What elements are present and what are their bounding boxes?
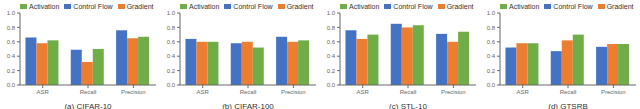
svg-text:1.0: 1.0 [8, 10, 16, 16]
svg-text:ASR: ASR [196, 89, 209, 95]
svg-text:0.2: 0.2 [167, 68, 176, 74]
html-text:Gradient: Gradient [286, 3, 314, 10]
svg-text:(d) GTSRB: (d) GTSRB [548, 102, 588, 109]
svg-text:1.0: 1.0 [487, 10, 496, 16]
svg-text:Precision: Precision [281, 89, 306, 95]
svg-text:0.2: 0.2 [487, 68, 496, 74]
html-text:Activation: Activation [509, 3, 540, 10]
svg-text:0.0: 0.0 [8, 82, 16, 88]
html-text:Activation: Activation [349, 3, 380, 10]
html-text:Activation: Activation [189, 3, 220, 10]
svg-text:ASR: ASR [356, 89, 369, 95]
svg-text:0.0: 0.0 [327, 82, 336, 88]
svg-text:0.8: 0.8 [8, 25, 16, 31]
svg-text:1.0: 1.0 [327, 10, 336, 16]
svg-text:0.4: 0.4 [8, 53, 16, 59]
svg-text:(a) CIFAR-10: (a) CIFAR-10 [64, 102, 112, 109]
html-text:Control Flow: Control Flow [73, 3, 113, 10]
html-text:Control Flow: Control Flow [553, 3, 593, 10]
svg-text:1.0: 1.0 [167, 10, 176, 16]
svg-text:0.6: 0.6 [327, 39, 336, 45]
svg-text:0.8: 0.8 [487, 25, 496, 31]
html-text:Gradient: Gradient [126, 3, 154, 10]
svg-text:Recall: Recall [80, 89, 97, 95]
svg-text:0.6: 0.6 [487, 39, 496, 45]
svg-text:0.6: 0.6 [167, 39, 176, 45]
svg-text:ASR: ASR [516, 89, 529, 95]
svg-text:0.4: 0.4 [487, 53, 496, 59]
svg-text:0.8: 0.8 [327, 25, 336, 31]
svg-text:(c) STL-10: (c) STL-10 [389, 102, 427, 109]
html-text:Gradient: Gradient [446, 3, 474, 10]
svg-text:0.0: 0.0 [167, 82, 176, 88]
svg-text:0.2: 0.2 [327, 68, 336, 74]
html-text:Gradient: Gradient [606, 3, 634, 10]
svg-text:0.8: 0.8 [167, 25, 176, 31]
svg-text:0.4: 0.4 [327, 53, 336, 59]
svg-text:Recall: Recall [240, 89, 257, 95]
svg-text:Recall: Recall [560, 89, 577, 95]
svg-text:0.6: 0.6 [8, 39, 16, 45]
html-text:Activation: Activation [29, 3, 60, 10]
svg-text:0.0: 0.0 [487, 82, 496, 88]
svg-text:(b) CIFAR-100: (b) CIFAR-100 [222, 102, 274, 109]
svg-text:ASR: ASR [36, 89, 49, 95]
svg-text:0.2: 0.2 [8, 68, 16, 74]
html-text:Control Flow: Control Flow [393, 3, 433, 10]
svg-text:Precision: Precision [601, 89, 626, 95]
svg-text:Precision: Precision [121, 89, 146, 95]
svg-text:Precision: Precision [441, 89, 466, 95]
svg-text:0.4: 0.4 [167, 53, 176, 59]
html-text:Control Flow: Control Flow [233, 3, 273, 10]
svg-text:Recall: Recall [400, 89, 417, 95]
